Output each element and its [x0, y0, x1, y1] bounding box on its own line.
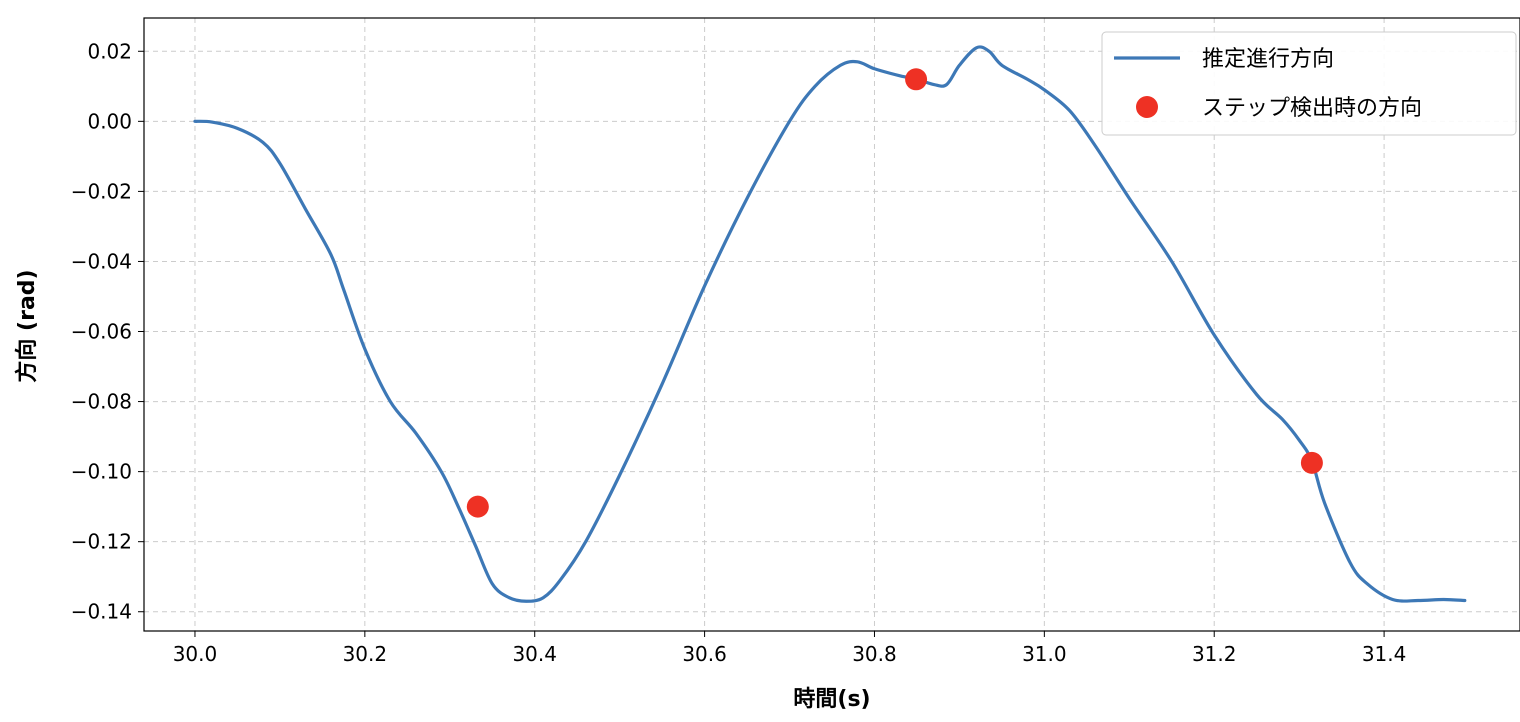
heading-line — [193, 45, 1467, 603]
legend-label: 推定進行方向 — [1202, 47, 1334, 72]
series — [193, 45, 1467, 603]
x-tick-label: 30.6 — [682, 642, 727, 666]
x-tick-label: 31.2 — [1192, 642, 1237, 666]
x-tick-label: 30.0 — [173, 642, 218, 666]
step-point — [905, 68, 928, 91]
y-tick-label: 0.02 — [87, 39, 132, 63]
plot-frame — [143, 17, 1520, 632]
x-tick-label: 30.8 — [852, 642, 897, 666]
step-point — [1300, 451, 1323, 474]
y-tick-label: −0.04 — [71, 249, 132, 273]
legend-label: ステップ検出時の方向 — [1202, 96, 1422, 121]
y-axis-title: 方向 (rad) — [14, 269, 40, 382]
y-tick-label: −0.14 — [71, 600, 132, 624]
x-tick-label: 31.4 — [1362, 642, 1407, 666]
x-tick-label: 31.0 — [1022, 642, 1067, 666]
x-tick-label: 30.4 — [512, 642, 557, 666]
y-tick-label: −0.02 — [71, 179, 132, 203]
x-tick-label: 30.2 — [343, 642, 388, 666]
legend-box — [1101, 31, 1517, 136]
legend-point-swatch — [1136, 96, 1158, 118]
axes: 30.0 30.2 30.4 30.6 30.8 31.0 31.2 31.4 0.02 0.00… — [71, 17, 1520, 666]
step-point — [466, 495, 489, 518]
y-tick-label: −0.06 — [71, 320, 132, 344]
y-tick-label: −0.12 — [71, 530, 132, 554]
grid — [144, 18, 1520, 631]
y-tick-label: 0.00 — [87, 109, 132, 133]
y-tick-label: −0.08 — [71, 390, 132, 414]
x-axis-title: 時間(s) — [793, 687, 870, 712]
y-tick-label: −0.10 — [71, 460, 132, 484]
